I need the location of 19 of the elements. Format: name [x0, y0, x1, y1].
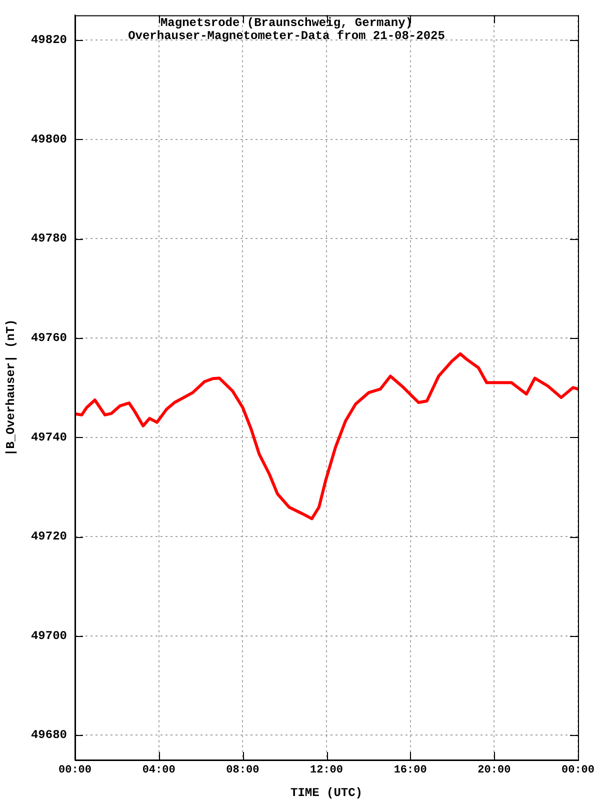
- y-tick-label: 49740: [30, 430, 67, 444]
- x-tick-label: 00:00: [58, 764, 92, 776]
- x-tick-label: 08:00: [226, 764, 260, 776]
- x-tick-label: 20:00: [478, 764, 511, 776]
- x-axis-title: TIME (UTC): [290, 786, 363, 800]
- x-tick-label: 12:00: [310, 764, 344, 776]
- y-axis-title: |B_Overhauser| (nT): [4, 319, 18, 456]
- x-tick-label: 04:00: [142, 764, 176, 776]
- y-tick-label: 49800: [30, 132, 67, 146]
- text: Overhauser-Magnetometer-Data from 21-08-2025: [128, 29, 445, 44]
- y-tick-label: 49760: [30, 330, 67, 345]
- y-tick-label: 49720: [30, 530, 67, 544]
- y-tick-label: 49680: [30, 728, 67, 742]
- x-tick-label: 00:00: [561, 764, 595, 776]
- y-tick-label: 49700: [30, 628, 67, 643]
- x-tick-label: 16:00: [394, 764, 427, 776]
- y-tick-label: 49780: [30, 232, 67, 246]
- chart-title: Magnetsrode (Braunschweig, Germany): [160, 16, 413, 30]
- y-tick-label: 49820: [30, 33, 67, 48]
